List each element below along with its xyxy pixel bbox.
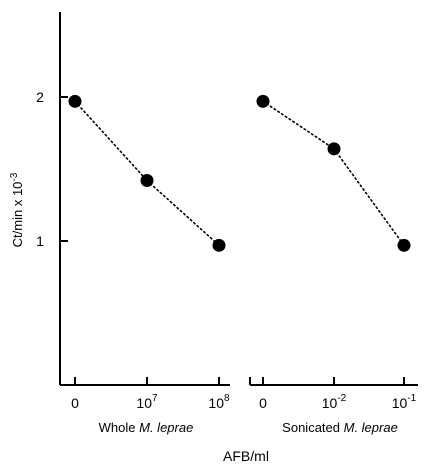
x-tick-label: 108 [208, 393, 230, 411]
series-line-segment [74, 100, 148, 182]
data-marks [68, 94, 411, 252]
x-tick-label: 107 [136, 393, 158, 411]
series-line-segment [262, 100, 335, 150]
x-tick-label-base: 0 [259, 395, 267, 411]
series-line-segment [333, 148, 405, 247]
x-tick-label-exponent: 8 [224, 393, 230, 404]
panel-label-species: M. leprae [139, 420, 193, 435]
y-axis-label-base: Ct/min x 10 [10, 182, 25, 248]
x-tick-label-base: 10 [136, 395, 152, 411]
x-tick-label-base: 0 [71, 395, 79, 411]
panel-label-prefix: Sonicated [282, 420, 343, 435]
x-tick-label-base: 10 [322, 395, 338, 411]
x-tick-label: 10-2 [322, 393, 347, 411]
data-point [68, 94, 82, 108]
data-point [397, 238, 411, 252]
axes-frame [59, 12, 418, 386]
data-point [327, 142, 341, 156]
x-axis-label: AFB/ml [223, 448, 269, 464]
panel-label-prefix: Whole [99, 420, 139, 435]
y-axis-label-exponent: -3 [9, 172, 20, 181]
data-point [212, 238, 226, 252]
x-tick-label-exponent: -1 [407, 393, 416, 404]
x-tick-label-base: 10 [392, 395, 408, 411]
panel-label-species: M. leprae [344, 420, 398, 435]
data-point [256, 94, 270, 108]
panel-label-2: Sonicated M. leprae [282, 420, 398, 435]
x-tick-label-exponent: 7 [152, 393, 158, 404]
series-line-segment [146, 179, 220, 247]
data-point [140, 174, 154, 188]
x-tick-label: 0 [259, 395, 267, 411]
panel-label-1: Whole M. leprae [99, 420, 194, 435]
y-axis-label: Ct/min x 10-3 [9, 172, 25, 247]
y-tick-label: 2 [36, 89, 44, 105]
x-tick-label-exponent: -2 [337, 393, 346, 404]
y-tick-label: 1 [36, 233, 44, 249]
x-tick-label: 0 [71, 395, 79, 411]
x-tick-label-base: 10 [208, 395, 224, 411]
x-tick-label: 10-1 [392, 393, 417, 411]
